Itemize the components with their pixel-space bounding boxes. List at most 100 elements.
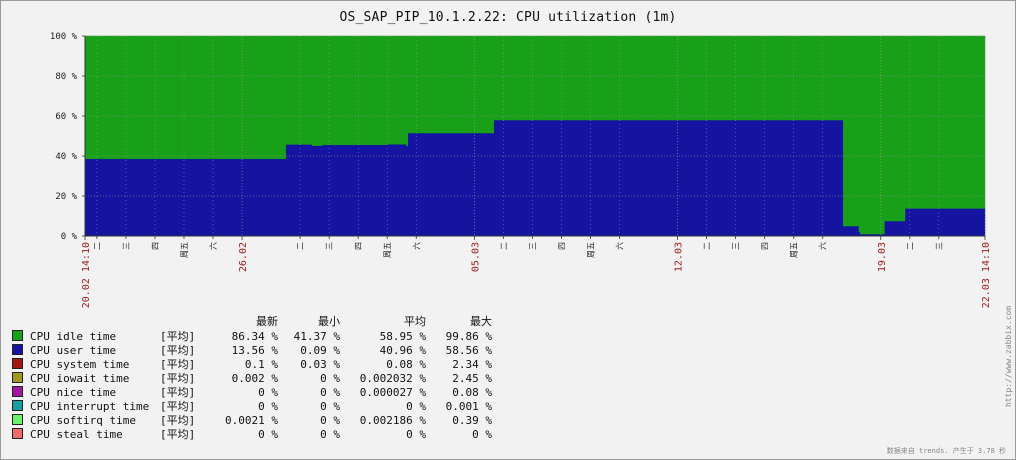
x-day-label: 三 [325,242,334,250]
legend-last-value: 0.002 % [231,372,278,385]
x-date-label: 12.03 [674,242,685,272]
legend-row: CPU interrupt time [平均] 0 % 0 % 0 % 0.001 % [12,400,492,414]
zabbix-url: http://www.zabbix.com [1004,305,1013,407]
legend-name-cell: CPU iowait time [12,372,160,386]
legend-function: [平均] [160,358,196,371]
x-day-label: 周五 [586,242,595,258]
legend-row: CPU iowait time [平均] 0.002 % 0 % 0.002032 % 2… [12,372,492,386]
chart-title: OS_SAP_PIP_10.1.2.22: CPU utilization (1… [339,10,677,25]
legend-last-value: 0 % [258,386,278,399]
legend-function: [平均] [160,386,196,399]
legend-swatch [12,386,23,397]
legend-last-value: 0.1 % [244,358,278,371]
legend-swatch [12,344,23,355]
legend-swatch [12,400,23,411]
legend-name-cell: CPU idle time [12,330,160,344]
legend-series-name: CPU interrupt time [30,400,150,413]
legend-series-name: CPU iowait time [30,372,130,385]
x-day-label: 四 [151,242,160,250]
y-tick-label: 100 % [50,32,78,42]
x-day-label: 四 [354,242,363,250]
legend-name-cell: CPU steal time [12,428,160,442]
legend-swatch [12,330,23,341]
x-day-label: 二 [499,242,508,250]
y-tick-label: 60 % [55,112,77,122]
x-edge-label: 22.03 14:10 [981,242,992,308]
legend-last-value: 0 % [258,428,278,441]
legend-last-value: 13.56 % [231,344,278,357]
x-date-label: 26.02 [238,242,249,272]
legend-last-value: 86.34 % [231,330,278,343]
legend-series-name: CPU steal time [30,428,123,441]
legend-avg-value: 0.08 % [386,358,426,371]
legend-row: CPU system time [平均] 0.1 % 0.03 % 0.08 % 2.34… [12,358,492,372]
legend-function: [平均] [160,344,196,357]
x-date-label: 05.03 [470,242,481,272]
legend-max-value: 2.45 % [452,372,492,385]
legend-swatch [12,358,23,369]
legend-header-last: 最新 [256,315,278,328]
legend-row: CPU user time [平均] 13.56 % 0.09 % 40.96 % 58.… [12,344,492,358]
x-day-label: 三 [122,242,131,250]
legend-avg-value: 0.002032 % [359,372,426,385]
legend-header-avg: 平均 [404,315,426,328]
legend-function: [平均] [160,414,196,427]
legend-header-max: 最大 [470,315,492,328]
legend-max-value: 0.39 % [452,414,492,427]
legend-row: CPU nice time [平均] 0 % 0 % 0.000027 % 0.08 % [12,386,492,400]
legend-max-value: 0 % [472,428,492,441]
legend-name-cell: CPU interrupt time [12,400,160,414]
x-day-label: 六 [818,242,828,250]
legend-header-row: 最新 最小 平均 最大 [12,314,492,330]
legend-function: [平均] [160,428,196,441]
x-day-label: 四 [761,242,770,250]
x-day-label: 二 [703,242,712,250]
x-day-label: 周五 [383,242,392,258]
legend-avg-value: 40.96 % [379,344,426,357]
y-tick-label: 20 % [55,192,77,202]
legend-row: CPU softirq time [平均] 0.0021 % 0 % 0.002186 … [12,414,492,428]
legend-max-value: 0.08 % [452,386,492,399]
x-day-label: 三 [528,242,537,250]
x-day-label: 二 [906,242,915,250]
legend-max-value: 99.86 % [445,330,492,343]
legend-min-value: 0 % [320,414,340,427]
y-tick-label: 80 % [55,72,77,82]
legend-avg-value: 0.002186 % [359,414,426,427]
legend-name-cell: CPU system time [12,358,160,372]
legend-min-value: 0 % [320,400,340,413]
x-edge-label: 20.02 14:10 [81,242,92,308]
legend-max-value: 58.56 % [445,344,492,357]
legend-last-value: 0 % [258,400,278,413]
legend-min-value: 0.03 % [300,358,340,371]
legend-max-value: 0.001 % [445,400,492,413]
legend-function: [平均] [160,400,196,413]
legend-swatch [12,428,23,439]
legend-avg-value: 58.95 % [379,330,426,343]
legend-last-value: 0.0021 % [225,414,278,427]
x-day-label: 六 [411,242,421,250]
x-day-label: 周五 [790,242,799,258]
chart-canvas: 0 % 20 % 40 % 60 % 80 % 100 % 二 三 四 周五 六 二 三 四 周五 六 二 三 四 周… [50,32,992,308]
legend-max-value: 2.34 % [452,358,492,371]
x-day-label: 二 [93,242,102,250]
legend-name-cell: CPU softirq time [12,414,160,428]
x-day-label: 六 [208,242,218,250]
x-day-label: 三 [732,242,741,250]
legend-series-name: CPU idle time [30,330,117,343]
x-day-label: 三 [935,242,944,250]
x-date-label: 19.03 [877,242,888,272]
x-day-label: 周五 [180,242,189,258]
legend-series-name: CPU user time [30,344,117,357]
legend-table: 最新 最小 平均 最大 CPU idle time [平均] 86.34 % 41.3… [12,314,492,442]
legend-row: CPU idle time [平均] 86.34 % 41.37 % 58.95 % 99… [12,330,492,344]
x-day-label: 六 [614,242,624,250]
footer-note: 数据来自 trends. 产生于 3.78 秒 [886,447,1006,455]
legend-min-value: 41.37 % [293,330,340,343]
legend-min-value: 0 % [320,386,340,399]
legend-swatch [12,414,23,425]
y-tick-label: 0 % [61,232,78,242]
x-day-label: 四 [557,242,566,250]
legend-series-name: CPU system time [30,358,130,371]
legend-min-value: 0.09 % [300,344,340,357]
